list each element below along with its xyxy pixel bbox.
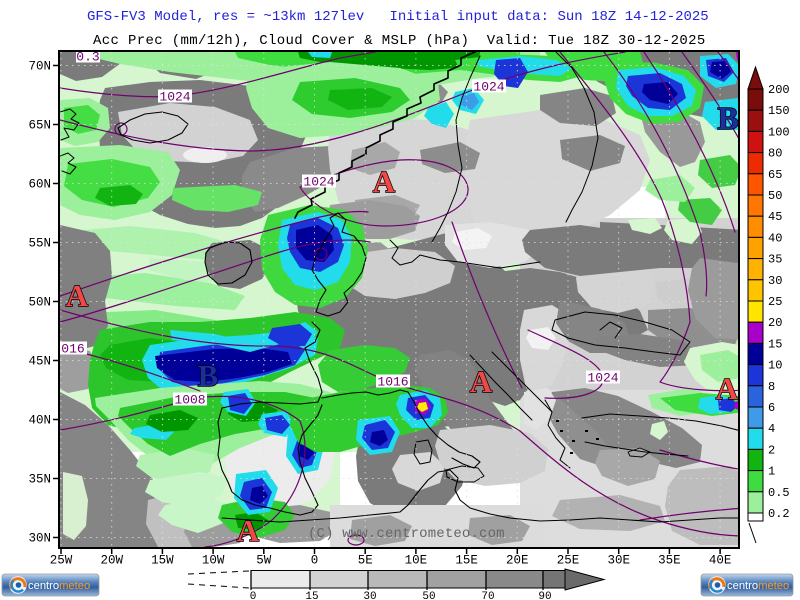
svg-text:80: 80 <box>768 147 782 161</box>
svg-text:1008: 1008 <box>174 393 205 408</box>
svg-text:50: 50 <box>768 189 782 203</box>
svg-text:25W: 25W <box>50 554 73 568</box>
svg-text:70N: 70N <box>28 60 51 74</box>
svg-text:15: 15 <box>768 337 782 351</box>
svg-text:30E: 30E <box>607 554 630 568</box>
svg-text:20: 20 <box>768 316 782 330</box>
svg-text:0.5: 0.5 <box>768 486 790 500</box>
svg-text:25: 25 <box>768 295 782 309</box>
svg-text:40: 40 <box>768 231 782 245</box>
svg-text:30: 30 <box>363 591 376 600</box>
svg-text:2: 2 <box>768 443 775 457</box>
svg-text:20E: 20E <box>506 554 529 568</box>
svg-text:90: 90 <box>538 591 551 600</box>
svg-text:10W: 10W <box>202 554 225 568</box>
svg-text:60N: 60N <box>28 178 51 192</box>
svg-text:65N: 65N <box>28 119 51 133</box>
svg-text:0.3: 0.3 <box>76 50 99 65</box>
svg-text:GFS-FV3 Model, res = ~13km 127: GFS-FV3 Model, res = ~13km 127lev Initia… <box>87 9 709 25</box>
svg-text:40N: 40N <box>28 414 51 428</box>
svg-text:5W: 5W <box>256 554 272 568</box>
svg-text:45: 45 <box>768 210 782 224</box>
svg-text:15W: 15W <box>151 554 174 568</box>
svg-text:centrometeo: centrometeo <box>727 580 789 592</box>
svg-text:200: 200 <box>768 83 790 97</box>
svg-text:15: 15 <box>305 591 318 600</box>
svg-text:1024: 1024 <box>587 371 618 386</box>
svg-text:150: 150 <box>768 104 790 118</box>
svg-text:1016: 1016 <box>377 375 408 390</box>
svg-text:B: B <box>717 100 738 136</box>
svg-text:A: A <box>66 278 89 313</box>
svg-text:0: 0 <box>311 554 319 568</box>
svg-text:1024: 1024 <box>303 175 334 190</box>
svg-text:30: 30 <box>768 274 782 288</box>
svg-text:A: A <box>237 513 260 548</box>
svg-text:55N: 55N <box>28 237 51 251</box>
svg-text:(C) www.centrometeo.com: (C) www.centrometeo.com <box>308 526 505 542</box>
svg-text:Acc Prec (mm/12h), Cloud Cover: Acc Prec (mm/12h), Cloud Cover & MSLP (h… <box>93 33 706 49</box>
svg-text:A: A <box>470 364 493 399</box>
svg-text:0: 0 <box>250 591 257 600</box>
svg-text:25E: 25E <box>557 554 580 568</box>
svg-text:100: 100 <box>768 125 790 139</box>
svg-text:6: 6 <box>768 401 775 415</box>
svg-text:A: A <box>716 371 739 406</box>
svg-text:35: 35 <box>768 253 782 267</box>
svg-text:0.2: 0.2 <box>768 507 790 521</box>
svg-text:4: 4 <box>768 422 775 436</box>
svg-text:1024: 1024 <box>473 80 504 95</box>
svg-text:A: A <box>373 164 396 199</box>
svg-text:35N: 35N <box>28 473 51 487</box>
svg-text:8: 8 <box>768 380 775 394</box>
svg-text:45N: 45N <box>28 355 51 369</box>
svg-text:1024: 1024 <box>159 90 190 105</box>
svg-text:1: 1 <box>768 465 775 479</box>
svg-text:016: 016 <box>61 342 84 357</box>
svg-text:40E: 40E <box>709 554 732 568</box>
svg-text:35E: 35E <box>658 554 681 568</box>
svg-text:50N: 50N <box>28 296 51 310</box>
svg-text:20W: 20W <box>100 554 123 568</box>
svg-text:70: 70 <box>481 591 494 600</box>
svg-text:65: 65 <box>768 168 782 182</box>
svg-text:50: 50 <box>422 591 435 600</box>
svg-text:10E: 10E <box>405 554 428 568</box>
svg-text:30N: 30N <box>28 532 51 546</box>
svg-text:15E: 15E <box>455 554 478 568</box>
svg-text:10: 10 <box>768 359 782 373</box>
svg-text:centrometeo: centrometeo <box>28 580 90 592</box>
svg-text:5E: 5E <box>358 554 373 568</box>
svg-text:B: B <box>198 358 219 393</box>
